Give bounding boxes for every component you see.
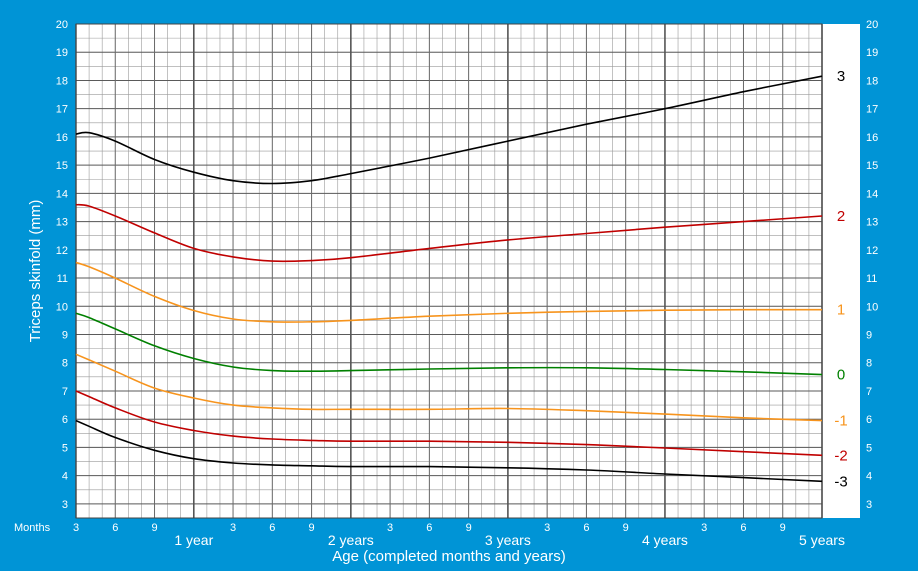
y-tick-label: 15 <box>56 160 68 172</box>
series-line-2 <box>75 203 823 263</box>
y-tick-label: 8 <box>62 358 68 370</box>
series-line-0 <box>75 312 823 376</box>
y-tick-label: 7 <box>866 386 872 398</box>
x-month-tick-label: 6 <box>269 522 275 534</box>
y-tick-label: 12 <box>56 245 68 257</box>
y-tick-label: 16 <box>866 132 878 144</box>
y-tick-label: 11 <box>866 273 877 285</box>
x-year-tick-label: 1 year <box>174 532 213 548</box>
y-tick-label: 19 <box>866 47 878 59</box>
y-tick-label: 6 <box>866 414 872 426</box>
y-tick-label: 7 <box>62 386 68 398</box>
y-tick-label: 14 <box>866 188 878 200</box>
x-month-tick-label: 3 <box>73 522 79 534</box>
y-tick-label: 15 <box>866 160 878 172</box>
series-lines <box>75 75 823 483</box>
y-tick-label: 5 <box>62 442 68 454</box>
y-tick-label: 10 <box>866 301 878 313</box>
x-month-tick-label: 9 <box>151 522 157 534</box>
x-month-tick-label: 9 <box>780 522 786 534</box>
x-month-tick-label: 6 <box>583 522 589 534</box>
series-label--2: -2 <box>834 447 847 464</box>
series-label-2: 2 <box>837 208 845 225</box>
x-month-tick-label: 9 <box>466 522 472 534</box>
y-tick-label: 20 <box>866 19 878 31</box>
y-tick-label: 17 <box>56 104 68 116</box>
y-tick-label: 13 <box>866 217 878 229</box>
x-month-tick-label: 3 <box>387 522 393 534</box>
x-month-tick-label: 9 <box>623 522 629 534</box>
y-tick-label: 16 <box>56 132 68 144</box>
series-line--3 <box>75 419 823 483</box>
x-month-tick-label: 6 <box>740 522 746 534</box>
y-tick-label: 11 <box>57 273 68 285</box>
series-line-1 <box>75 261 823 323</box>
x-year-tick-label: 4 years <box>642 532 688 548</box>
series-label--1: -1 <box>834 413 847 430</box>
y-tick-label: 9 <box>866 330 872 342</box>
y-axis-title: Triceps skinfold (mm) <box>27 200 44 343</box>
series-label-3: 3 <box>837 68 845 85</box>
y-tick-label: 3 <box>866 499 872 511</box>
y-tick-label: 6 <box>62 414 68 426</box>
y-tick-label: 10 <box>56 301 68 313</box>
x-tick-labels: 3 6 9 3 6 9 3 6 9 3 6 9 3 6 9 1 year 2 years 3 years 4 yea… <box>73 522 845 548</box>
grid-major <box>75 23 823 519</box>
x-month-tick-label: 9 <box>309 522 315 534</box>
y-tick-label: 12 <box>866 245 878 257</box>
y-tick-label: 20 <box>56 19 68 31</box>
series-line--2 <box>75 390 823 457</box>
y-tick-label: 9 <box>62 330 68 342</box>
x-month-tick-label: 6 <box>112 522 118 534</box>
y-tick-label: 14 <box>56 188 68 200</box>
x-axis-title: Age (completed months and years) <box>332 548 565 565</box>
y-tick-label: 19 <box>56 47 68 59</box>
x-year-tick-label: 5 years <box>799 532 845 548</box>
y-tick-label: 4 <box>62 471 68 483</box>
series-label-0: 0 <box>837 367 845 384</box>
y-tick-label: 13 <box>56 217 68 229</box>
y-tick-labels-right: 3 4 5 6 7 8 9 10 11 12 13 14 15 16 17 18 19 20 <box>866 19 878 511</box>
plot-border <box>75 23 823 519</box>
series-label--3: -3 <box>834 473 847 490</box>
months-unit-label: Months <box>14 522 51 534</box>
series-line--1 <box>75 353 823 422</box>
x-month-tick-label: 3 <box>230 522 236 534</box>
series-labels: 3 2 1 0 -1 -2 -3 <box>834 68 847 490</box>
x-month-tick-label: 3 <box>544 522 550 534</box>
x-month-tick-label: 6 <box>426 522 432 534</box>
x-year-tick-label: 3 years <box>485 532 531 548</box>
series-label-1: 1 <box>837 302 845 319</box>
y-tick-label: 17 <box>866 104 878 116</box>
x-year-tick-label: 2 years <box>328 532 374 548</box>
series-line-3 <box>75 75 823 185</box>
y-tick-label: 4 <box>866 471 872 483</box>
y-tick-label: 3 <box>62 499 68 511</box>
y-tick-label: 8 <box>866 358 872 370</box>
y-tick-label: 18 <box>56 75 68 87</box>
y-tick-label: 5 <box>866 442 872 454</box>
y-tick-label: 18 <box>866 75 878 87</box>
y-tick-labels-left: 3 4 5 6 7 8 9 10 11 12 13 14 15 16 17 18 19 20 <box>56 19 68 511</box>
x-month-tick-label: 3 <box>701 522 707 534</box>
